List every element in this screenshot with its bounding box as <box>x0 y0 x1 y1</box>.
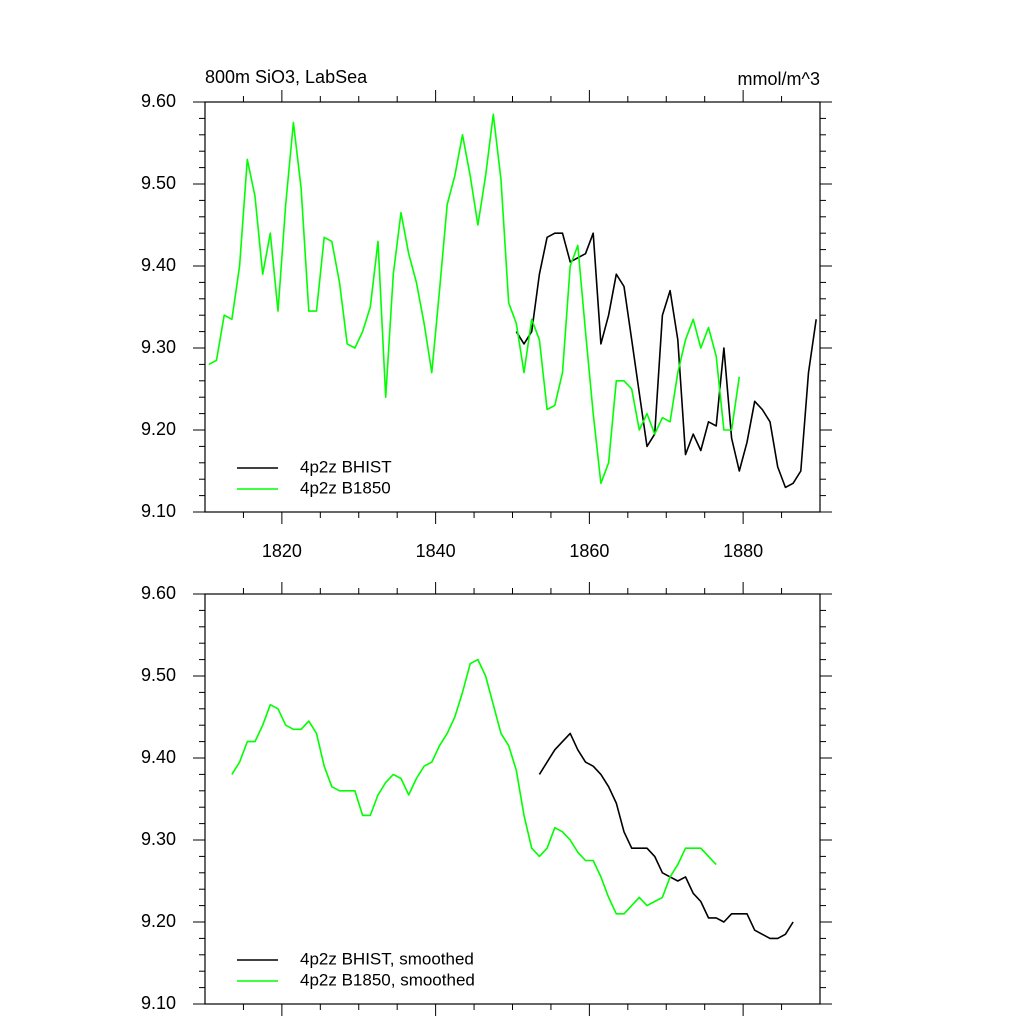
chart-title: 800m SiO3, LabSea <box>205 67 368 87</box>
legend-label: 4p2z BHIST, smoothed <box>300 949 474 968</box>
y-tick-label: 9.50 <box>141 173 176 193</box>
series-line <box>538 732 794 940</box>
y-tick-label: 9.60 <box>141 583 176 603</box>
series-line <box>515 232 817 489</box>
x-tick-label: 1840 <box>416 541 456 561</box>
y-tick-label: 9.60 <box>141 91 176 111</box>
y-units: mmol/m^3 <box>738 69 820 89</box>
plot-frame <box>204 593 821 1005</box>
y-tick-label: 9.20 <box>141 911 176 931</box>
legend-label: 4p2z BHIST <box>300 457 392 476</box>
y-tick-label: 9.40 <box>141 255 176 275</box>
x-tick-label: 1860 <box>569 541 609 561</box>
x-tick-label: 1820 <box>262 541 302 561</box>
series-line <box>208 113 741 485</box>
y-tick-label: 9.40 <box>141 747 176 767</box>
series-line <box>231 658 717 915</box>
y-tick-label: 9.30 <box>141 829 176 849</box>
y-tick-label: 9.10 <box>141 993 176 1013</box>
y-tick-label: 9.30 <box>141 337 176 357</box>
legend-label: 4p2z B1850, smoothed <box>300 970 475 989</box>
legend-label: 4p2z B1850 <box>300 478 391 497</box>
x-tick-label: 1880 <box>723 541 763 561</box>
y-tick-label: 9.10 <box>141 501 176 521</box>
y-tick-label: 9.20 <box>141 419 176 439</box>
plot-frame <box>204 101 821 513</box>
y-tick-label: 9.50 <box>141 665 176 685</box>
